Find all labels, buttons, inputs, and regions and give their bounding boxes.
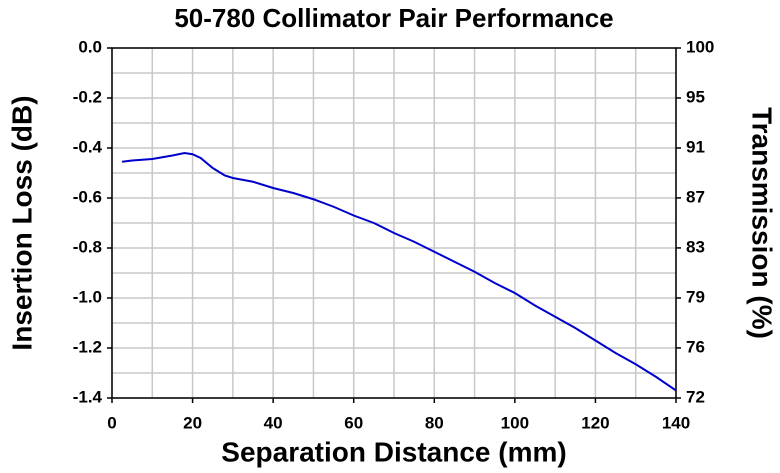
y-axis-label: Insertion Loss (dB) <box>6 95 37 350</box>
y-tick-label: 0.0 <box>78 37 102 56</box>
y2-tick-label: 83 <box>686 237 705 256</box>
y-tick-label: -1.4 <box>73 387 103 406</box>
y2-tick-label: 95 <box>686 87 705 106</box>
x-tick-label: 0 <box>107 413 116 432</box>
y2-tick-label: 100 <box>686 37 714 56</box>
y2-tick-label: 87 <box>686 187 705 206</box>
y2-tick-label: 91 <box>686 137 705 156</box>
x-tick-label: 20 <box>183 413 202 432</box>
x-tick-label: 120 <box>581 413 609 432</box>
x-tick-label: 100 <box>501 413 529 432</box>
chart-title: 50-780 Collimator Pair Performance <box>174 3 613 33</box>
y2-tick-label: 72 <box>686 387 705 406</box>
x-tick-label: 140 <box>662 413 690 432</box>
y-tick-label: -1.2 <box>73 337 102 356</box>
data-line <box>121 151 677 392</box>
plot-frame <box>111 47 677 399</box>
y-tick-label: -0.6 <box>73 187 102 206</box>
x-tick-label: 60 <box>344 413 363 432</box>
x-tick-label: 40 <box>264 413 283 432</box>
y-tick-label: -0.2 <box>73 87 102 106</box>
y-tick-label: -0.4 <box>73 137 103 156</box>
x-axis-label: Separation Distance (mm) <box>221 436 566 467</box>
y2-tick-label: 79 <box>686 287 705 306</box>
y-tick-label: -1.0 <box>73 287 102 306</box>
y-tick-label: -0.8 <box>73 237 102 256</box>
y2-axis-label: Transmission (%) <box>747 107 778 339</box>
y2-tick-label: 76 <box>686 337 705 356</box>
x-tick-label: 80 <box>425 413 444 432</box>
